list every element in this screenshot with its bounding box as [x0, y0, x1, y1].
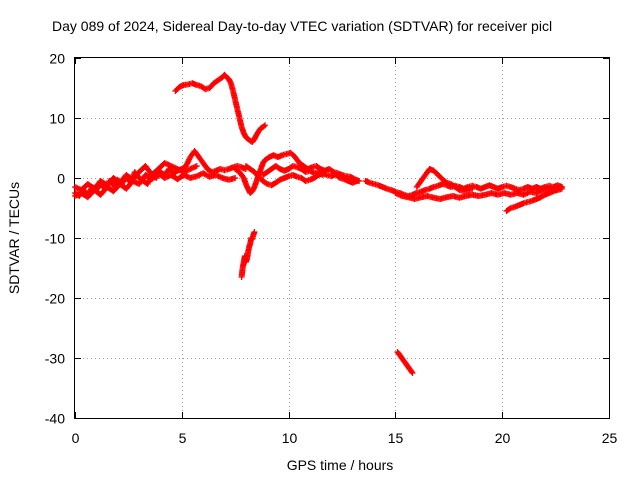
series-track-f: [232, 149, 363, 196]
data-point: [193, 163, 200, 169]
data-point: [318, 171, 325, 178]
x-axis-label: GPS time / hours: [287, 457, 394, 473]
data-point: [232, 175, 239, 181]
y-tick-label: -20: [45, 291, 65, 307]
data-point: [469, 185, 476, 192]
y-tick-label: -40: [45, 411, 65, 427]
data-point: [559, 185, 565, 192]
series-track-m: [394, 349, 416, 376]
series-track-e: [238, 229, 258, 280]
series-track-h: [260, 163, 326, 178]
x-tick-label: 10: [282, 430, 298, 446]
x-tick-label: 0: [72, 430, 80, 446]
chart-title: Day 089 of 2024, Sidereal Day-to-day VTE…: [52, 18, 552, 34]
series-track-d: [172, 71, 269, 145]
series-track-c: [72, 160, 200, 193]
data-point: [409, 370, 416, 376]
series-track-l: [503, 185, 565, 214]
x-tick-label: 20: [495, 430, 511, 446]
data-points: [72, 71, 565, 376]
data-point: [319, 172, 326, 178]
data-point: [251, 229, 258, 235]
y-tick-label: 0: [57, 171, 65, 187]
grid: [75, 58, 609, 418]
x-tick-label: 5: [179, 430, 187, 446]
x-tick-label: 15: [388, 430, 404, 446]
plot-frame: [74, 57, 610, 419]
y-tick-label: 20: [49, 51, 65, 67]
series-track-k: [413, 166, 476, 195]
data-point: [408, 369, 415, 375]
x-tick-label: 25: [602, 430, 618, 446]
data-point: [261, 123, 267, 130]
series-track-j: [392, 184, 565, 202]
data-point: [354, 178, 360, 184]
data-point: [262, 122, 269, 129]
y-axis: -40 -30 -20 -10 0 10 20: [45, 51, 609, 427]
y-tick-label: -10: [45, 231, 65, 247]
y-tick-label: 10: [49, 111, 65, 127]
y-tick-label: -30: [45, 351, 65, 367]
y-axis-label: SDTVAR / TECUs: [6, 182, 22, 294]
x-axis: 0 5 10 15 20 25: [72, 58, 618, 446]
